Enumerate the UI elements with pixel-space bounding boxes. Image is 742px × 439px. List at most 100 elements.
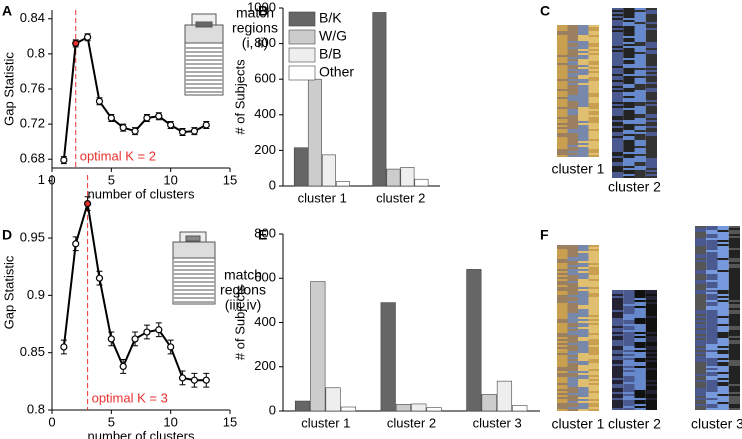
image-strip xyxy=(567,113,578,115)
image-strip xyxy=(634,134,646,136)
y-tick-label: 0 xyxy=(269,177,276,192)
image-strip xyxy=(588,277,599,279)
image-strip xyxy=(717,254,729,256)
x-tick-label: 10 xyxy=(163,172,177,187)
image-strip xyxy=(645,24,657,26)
image-strip xyxy=(728,356,740,358)
image-strip xyxy=(634,124,646,126)
image-strip xyxy=(623,364,635,366)
image-strip xyxy=(645,60,657,62)
image-strip xyxy=(612,18,624,20)
image-strip xyxy=(695,236,707,238)
image-strip xyxy=(634,38,646,40)
image-strip xyxy=(567,327,578,329)
image-strip xyxy=(634,298,646,300)
image-strip xyxy=(717,232,729,234)
image-strip xyxy=(706,308,718,310)
image-strip xyxy=(612,338,624,340)
image-strip xyxy=(623,84,635,86)
image-strip xyxy=(645,96,657,98)
image-strip xyxy=(567,307,578,309)
image-strip xyxy=(612,148,624,150)
image-strip xyxy=(623,408,635,410)
image-strip xyxy=(634,386,646,388)
image-strip xyxy=(578,387,589,389)
image-strip xyxy=(645,48,657,50)
image-strip xyxy=(623,132,635,134)
image-strip xyxy=(695,282,707,284)
image-strip xyxy=(612,52,624,54)
image-strip xyxy=(567,91,578,93)
image-strip xyxy=(623,172,635,174)
image-strip xyxy=(578,81,589,83)
bar xyxy=(496,380,513,412)
image-strip xyxy=(612,356,624,358)
image-strip xyxy=(695,228,707,230)
annotation: regions xyxy=(232,20,278,36)
image-strip xyxy=(557,121,568,123)
image-strip xyxy=(706,268,718,270)
y-tick-label: 200 xyxy=(254,358,276,373)
image-strip xyxy=(567,51,578,53)
image-strip xyxy=(588,155,599,157)
image-strip xyxy=(717,246,729,248)
image-strip xyxy=(728,276,740,278)
image-strip xyxy=(567,245,578,247)
image-strip xyxy=(557,57,568,59)
image-strip xyxy=(717,326,729,328)
image-strip xyxy=(634,166,646,168)
image-strip xyxy=(612,140,624,142)
image-strip xyxy=(634,138,646,140)
image-strip xyxy=(645,78,657,80)
image-strip xyxy=(567,87,578,89)
image-strip xyxy=(612,340,624,342)
image-strip xyxy=(557,307,568,309)
image-strip xyxy=(578,327,589,329)
image-strip xyxy=(588,125,599,127)
image-strip xyxy=(728,372,740,374)
image-strip xyxy=(588,297,599,299)
image-strip xyxy=(695,230,707,232)
image-strip xyxy=(706,258,718,260)
image-strip xyxy=(567,361,578,363)
image-strip xyxy=(588,79,599,81)
image-strip xyxy=(578,61,589,63)
image-strip xyxy=(695,370,707,372)
image-strip xyxy=(612,404,624,406)
image-strip xyxy=(645,22,657,24)
image-strip xyxy=(695,364,707,366)
image-strip xyxy=(706,282,718,284)
image-strip xyxy=(567,33,578,35)
image-strip xyxy=(645,68,657,70)
image-strip xyxy=(567,309,578,311)
image-strip xyxy=(706,368,718,370)
data-point xyxy=(83,200,92,208)
image-strip xyxy=(623,376,635,378)
image-strip xyxy=(634,126,646,128)
image-strip xyxy=(623,36,635,38)
image-strip xyxy=(557,31,568,33)
image-strip xyxy=(634,100,646,102)
image-strip xyxy=(578,131,589,133)
image-strip xyxy=(695,398,707,400)
image-strip xyxy=(588,331,599,333)
image-strip xyxy=(612,166,624,168)
bar xyxy=(293,147,308,187)
data-point xyxy=(167,121,175,129)
image-strip xyxy=(557,405,568,407)
image-strip xyxy=(588,387,599,389)
image-strip xyxy=(557,251,568,253)
image-strip xyxy=(567,267,578,269)
image-strip xyxy=(588,357,599,359)
image-strip xyxy=(645,334,657,336)
image-strip xyxy=(588,47,599,49)
image-strip xyxy=(567,83,578,85)
image-strip xyxy=(557,129,568,131)
image-strip xyxy=(634,112,646,114)
image-strip xyxy=(612,304,624,306)
image-strip xyxy=(623,344,635,346)
image-strip xyxy=(645,170,657,172)
image-strip xyxy=(706,356,718,358)
image-strip xyxy=(567,261,578,263)
image-strip xyxy=(578,307,589,309)
